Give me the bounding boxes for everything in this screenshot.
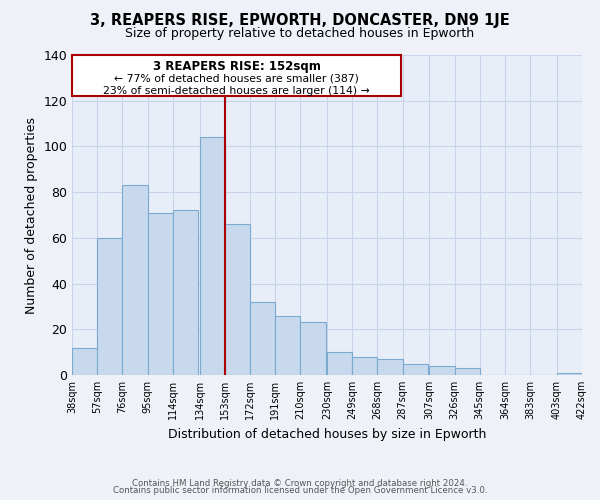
X-axis label: Distribution of detached houses by size in Epworth: Distribution of detached houses by size … <box>168 428 486 440</box>
Bar <box>327 352 352 375</box>
Bar <box>199 138 225 375</box>
Bar <box>97 238 122 375</box>
Bar <box>250 302 275 375</box>
Text: ← 77% of detached houses are smaller (387): ← 77% of detached houses are smaller (38… <box>114 74 359 84</box>
Bar <box>225 224 250 375</box>
Text: Contains public sector information licensed under the Open Government Licence v3: Contains public sector information licen… <box>113 486 487 495</box>
Bar <box>377 359 403 375</box>
Text: 23% of semi-detached houses are larger (114) →: 23% of semi-detached houses are larger (… <box>103 86 370 96</box>
Bar <box>275 316 301 375</box>
Text: Contains HM Land Registry data © Crown copyright and database right 2024.: Contains HM Land Registry data © Crown c… <box>132 478 468 488</box>
Bar <box>557 372 582 375</box>
Bar <box>122 186 148 375</box>
Text: 3, REAPERS RISE, EPWORTH, DONCASTER, DN9 1JE: 3, REAPERS RISE, EPWORTH, DONCASTER, DN9… <box>90 12 510 28</box>
Y-axis label: Number of detached properties: Number of detached properties <box>25 116 38 314</box>
Bar <box>352 356 377 375</box>
Bar <box>173 210 198 375</box>
Bar <box>72 55 401 96</box>
Bar <box>301 322 326 375</box>
Text: Size of property relative to detached houses in Epworth: Size of property relative to detached ho… <box>125 28 475 40</box>
Bar <box>455 368 480 375</box>
Bar <box>72 348 97 375</box>
Bar <box>148 212 173 375</box>
Bar <box>429 366 455 375</box>
Text: 3 REAPERS RISE: 152sqm: 3 REAPERS RISE: 152sqm <box>153 60 320 72</box>
Bar <box>403 364 428 375</box>
